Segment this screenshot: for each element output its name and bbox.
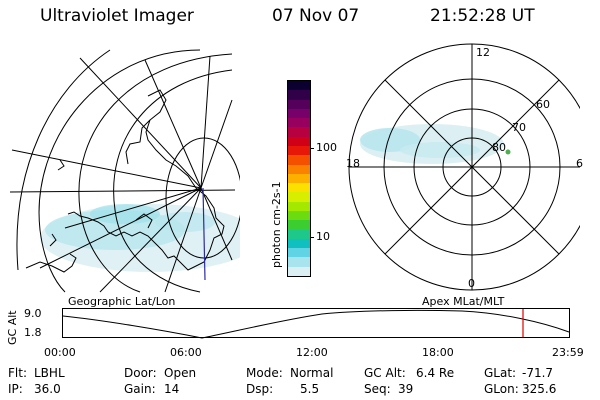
instrument-title: Ultraviolet Imager bbox=[40, 6, 194, 26]
colorbar-swatch bbox=[288, 99, 310, 109]
colorbar-tick-mark bbox=[310, 237, 314, 238]
colorbar-swatch bbox=[288, 155, 310, 165]
colorbar-swatch bbox=[288, 164, 310, 174]
glat-value: -71.7 bbox=[522, 366, 554, 380]
gc-alt-label: GC Alt: bbox=[364, 366, 406, 380]
ip-value: 36.0 bbox=[34, 382, 61, 396]
colorbar-tick-100: 100 bbox=[316, 141, 337, 154]
meridian-line bbox=[202, 187, 206, 281]
timeline-xtick-0000: 00:00 bbox=[44, 346, 76, 359]
coastline bbox=[25, 89, 225, 273]
colorbar bbox=[287, 80, 311, 277]
right-map-caption: Apex MLat/MLT bbox=[422, 295, 505, 308]
seq-label: Seq: bbox=[364, 382, 391, 396]
colorbar-swatch bbox=[288, 201, 310, 211]
colorbar-swatch bbox=[288, 145, 310, 156]
colorbar-swatch bbox=[288, 118, 310, 128]
door-label: Door: bbox=[124, 366, 157, 380]
colorbar-swatch bbox=[288, 238, 310, 249]
image-date: 07 Nov 07 bbox=[272, 6, 360, 26]
mlat-label-70: 70 bbox=[512, 121, 526, 134]
filter-value: LBHL bbox=[34, 366, 65, 380]
mlt-label-18: 18 bbox=[346, 157, 360, 170]
colorbar-tick-10: 10 bbox=[316, 230, 330, 243]
colorbar-swatch bbox=[288, 81, 310, 91]
gc-alt-value: 6.4 Re bbox=[416, 366, 455, 380]
colorbar-swatch bbox=[288, 90, 310, 100]
mlt-label-0: 0 bbox=[468, 277, 475, 290]
mlat-label-80: 80 bbox=[492, 141, 506, 154]
polar-plot bbox=[348, 43, 580, 291]
colorbar-swatch bbox=[288, 248, 310, 258]
glon-label: GLon: bbox=[484, 382, 519, 396]
image-time: 21:52:28 UT bbox=[430, 6, 535, 26]
colorbar-swatch bbox=[288, 127, 310, 137]
timeline-xtick-1200: 12:00 bbox=[296, 346, 328, 359]
gain-label: Gain: bbox=[124, 382, 156, 396]
aurora-emission bbox=[360, 124, 504, 164]
timeline-xtick-1800: 18:00 bbox=[422, 346, 454, 359]
ip-label: IP: bbox=[8, 382, 23, 396]
gain-value: 14 bbox=[164, 382, 180, 396]
mode-value: Normal bbox=[290, 366, 334, 380]
colorbar-swatch bbox=[288, 210, 310, 221]
timeline-ytick-1-8: 1.8 bbox=[24, 326, 42, 339]
lat-lon-grid bbox=[9, 49, 240, 293]
glat-label: GLat: bbox=[484, 366, 517, 380]
colorbar-swatch bbox=[288, 266, 310, 276]
dsp-label: Dsp: bbox=[246, 382, 274, 396]
satellite-marker bbox=[505, 149, 511, 155]
timeline-ytick-9: 9.0 bbox=[24, 307, 42, 320]
timeline-axis-label: GC Alt bbox=[6, 310, 19, 345]
mlt-label-6: 6 bbox=[576, 157, 583, 170]
colorbar-swatch bbox=[288, 183, 310, 193]
altitude-timeline bbox=[62, 308, 570, 339]
colorbar-swatch bbox=[288, 192, 310, 202]
colorbar-tick-mark bbox=[310, 148, 314, 149]
door-value: Open bbox=[164, 366, 197, 380]
colorbar-swatch bbox=[288, 173, 310, 184]
dsp-value: 5.5 bbox=[300, 382, 320, 396]
timeline-xtick-2359: 23:59 bbox=[552, 346, 584, 359]
mode-label: Mode: bbox=[246, 366, 283, 380]
geographic-map bbox=[9, 49, 240, 293]
mlat-label-60: 60 bbox=[536, 98, 550, 111]
colorbar-swatch bbox=[288, 220, 310, 230]
colorbar-swatch bbox=[288, 229, 310, 239]
colorbar-swatch bbox=[288, 257, 310, 267]
colorbar-swatch bbox=[288, 108, 310, 119]
mlt-grid bbox=[348, 43, 580, 291]
timeline-xtick-0600: 06:00 bbox=[170, 346, 202, 359]
left-map-caption: Geographic Lat/Lon bbox=[68, 295, 176, 308]
seq-value: 39 bbox=[398, 382, 414, 396]
mlt-label-12: 12 bbox=[476, 46, 490, 59]
colorbar-swatch bbox=[288, 136, 310, 146]
colorbar-label: photon cm-2s-1 bbox=[270, 181, 283, 268]
glon-value: 325.6 bbox=[522, 382, 557, 396]
filter-label: Flt: bbox=[8, 366, 27, 380]
